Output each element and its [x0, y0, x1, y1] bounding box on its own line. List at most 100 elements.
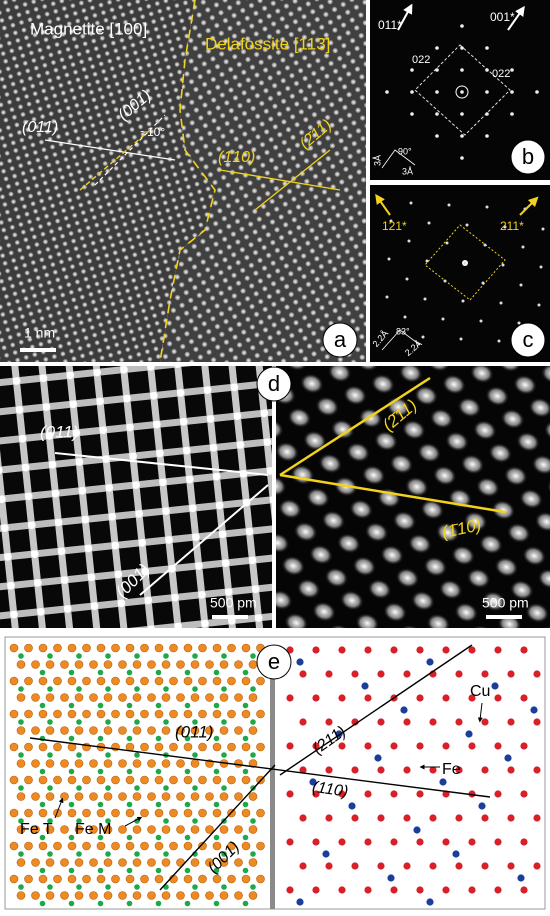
- atom-fe-m: [67, 808, 77, 818]
- atom-fe: [468, 646, 476, 654]
- atom-fe-m: [198, 841, 207, 851]
- atom-fe-m: [82, 874, 91, 884]
- atom-fe-m: [161, 792, 171, 801]
- atom-fe-t: [213, 669, 220, 676]
- atom-fe-t: [163, 851, 169, 857]
- atom-fe-t: [18, 818, 24, 824]
- atom-fe-m: [53, 643, 62, 653]
- atom-fe-t: [39, 867, 46, 874]
- atom-fe-m: [31, 726, 40, 735]
- atom-fe-t: [68, 834, 75, 841]
- atom-fe: [299, 766, 307, 774]
- atom-fe-m: [154, 841, 164, 851]
- atom-fe-m: [31, 825, 40, 834]
- atom-fe-t: [126, 669, 133, 676]
- atom-fe: [390, 790, 398, 798]
- atom-fe: [429, 718, 437, 726]
- atom-fe-m: [140, 643, 149, 653]
- diffraction-spot: [403, 315, 407, 319]
- atom-fe: [416, 742, 424, 750]
- atom-fe-m: [241, 874, 251, 884]
- atom-fe-t: [76, 719, 82, 725]
- atom-fe-t: [134, 752, 140, 758]
- atom-fe: [377, 814, 385, 822]
- diffraction-spot: [460, 46, 464, 50]
- atom-fe-m: [227, 742, 236, 752]
- panel-label: a: [334, 327, 347, 352]
- atom-fe-m: [74, 858, 84, 867]
- atom-cu: [374, 754, 382, 762]
- atom-fe-t: [250, 818, 256, 824]
- diffraction-spot: [447, 203, 451, 207]
- interface: [270, 650, 275, 909]
- atom-fe-t: [134, 785, 140, 791]
- atom-fe: [494, 838, 502, 846]
- atom-cu: [426, 898, 434, 906]
- atom-fe-t: [76, 752, 82, 758]
- atom-fe: [351, 814, 359, 822]
- atom-fe-m: [140, 775, 149, 785]
- diffraction-spot: [539, 265, 543, 269]
- diffraction-spot: [385, 295, 389, 299]
- atom-fe-t: [221, 752, 227, 758]
- atom-fe-m: [53, 742, 62, 752]
- atom-fe: [468, 694, 476, 702]
- atom-fe-t: [155, 834, 162, 841]
- diffraction-spot: [460, 68, 464, 72]
- diffraction-spot: [519, 283, 523, 287]
- atom-label: Fe: [442, 761, 461, 778]
- atom-fe-m: [24, 874, 33, 884]
- atom-fe: [390, 742, 398, 750]
- atom-fe-t: [242, 801, 249, 808]
- atom-fe-m: [125, 709, 135, 719]
- panel-badge: [322, 322, 358, 358]
- diffraction-spot: [485, 205, 489, 209]
- atom-fe-m: [9, 742, 19, 752]
- atom-fe-m: [205, 660, 214, 669]
- atom-fe-t: [39, 801, 46, 808]
- atom-fe-t: [18, 851, 24, 857]
- atom-fe: [299, 718, 307, 726]
- atom-fe-m: [256, 808, 265, 818]
- atom-fe-m: [248, 759, 258, 768]
- diffraction-spot: [541, 227, 545, 231]
- atom-fe: [312, 838, 320, 846]
- atom-fe-m: [103, 792, 113, 801]
- atom-fe-m: [118, 825, 127, 834]
- atom-fe-m: [140, 808, 149, 818]
- atom-fe-t: [47, 752, 53, 758]
- atom-fe-t: [97, 801, 104, 808]
- atom-fe-m: [103, 891, 113, 900]
- atom-fe-m: [16, 891, 26, 900]
- atom-fe-t: [97, 867, 104, 874]
- atom-fe-m: [118, 891, 127, 900]
- atom-fe: [416, 886, 424, 894]
- atom-fe-t: [97, 900, 104, 907]
- atom-fe-t: [192, 719, 198, 725]
- diffraction-spot: [510, 90, 514, 94]
- atom-fe-t: [242, 768, 249, 775]
- atom-fe: [468, 886, 476, 894]
- atom-fe-m: [234, 693, 243, 702]
- atom-fe-t: [126, 834, 133, 841]
- atom-fe-m: [38, 874, 48, 884]
- atom-fe: [442, 646, 450, 654]
- atom-fe-m: [103, 660, 113, 669]
- atom-fe-m: [248, 660, 258, 669]
- atom-fe-m: [212, 643, 222, 653]
- spot-label: 022: [412, 54, 430, 66]
- atom-fe-m: [256, 676, 265, 686]
- diffraction-spot: [501, 263, 505, 267]
- atom-fe-t: [163, 653, 169, 659]
- atom-fe-m: [190, 891, 200, 900]
- atom-fe-m: [161, 693, 171, 702]
- atom-fe-m: [45, 726, 55, 735]
- atom-fe: [377, 862, 385, 870]
- atom-fe-t: [192, 752, 198, 758]
- atom-fe-m: [154, 709, 164, 719]
- atom-fe-t: [47, 884, 53, 890]
- atom-fe-t: [221, 653, 227, 659]
- atom-fe-m: [132, 693, 142, 702]
- atom-cu: [296, 898, 304, 906]
- atom-fe-m: [132, 792, 142, 801]
